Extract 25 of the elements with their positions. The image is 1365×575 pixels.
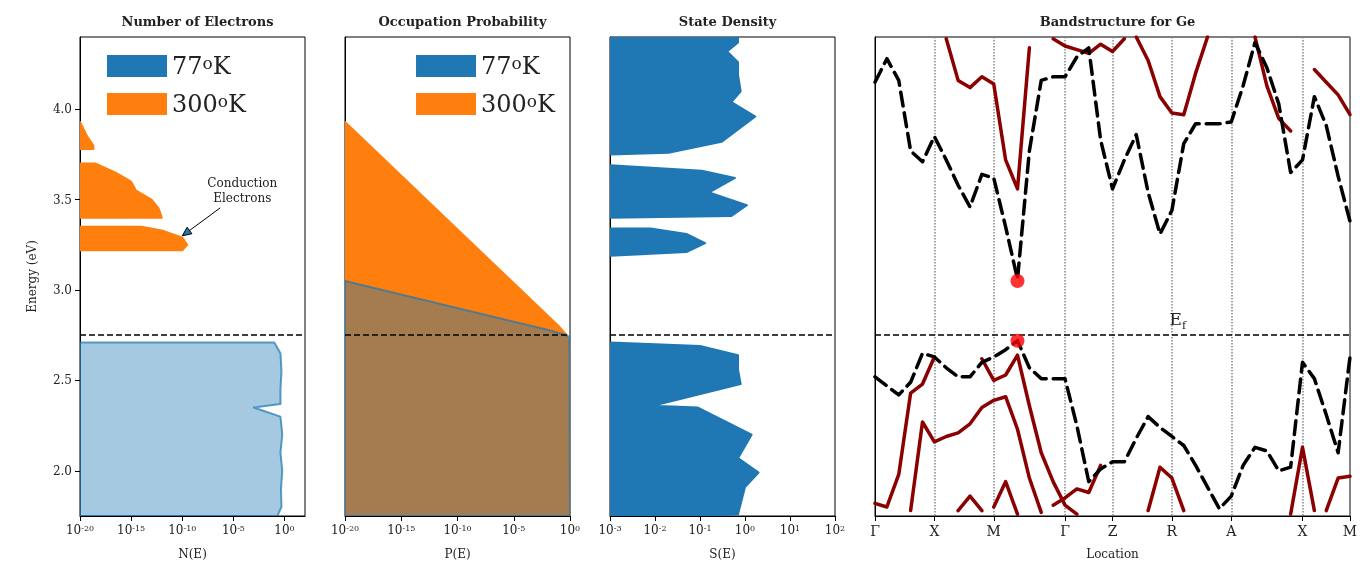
y-tick-label: 2.0 [52, 463, 72, 478]
x-tick-label: Γ [870, 523, 881, 539]
y-tick-label: 3.5 [52, 192, 72, 207]
x-tick-label: Z [1107, 523, 1118, 539]
x-tick-label: Γ [1060, 523, 1071, 539]
chart-title: State Density [678, 14, 777, 29]
x-tick-label: A [1225, 523, 1238, 539]
x-tick-label: M [986, 523, 1001, 539]
chart-title: Bandstructure for Ge [1039, 14, 1196, 29]
x-tick-label: M [1342, 523, 1358, 539]
x-axis-title: P(E) [444, 547, 471, 561]
x-axis-title: S(E) [709, 547, 736, 561]
chart-title: Number of Electrons [121, 14, 274, 29]
y-tick-label: 2.5 [52, 373, 72, 388]
x-tick-label: R [1166, 523, 1178, 539]
x-tick-label: X [1297, 523, 1308, 539]
y-axis-title: Energy (eV) [25, 240, 39, 313]
x-axis-title: Location [1086, 547, 1140, 561]
ref-line-label: E$_{f}$ [1169, 309, 1186, 333]
x-tick-label: X [929, 523, 940, 539]
x-axis-title: N(E) [178, 547, 207, 561]
chart-title: Occupation Probability [378, 14, 547, 29]
annotation: Conduction Electrons [207, 176, 278, 206]
y-tick-label: 4.0 [52, 102, 72, 117]
y-tick-label: 3.0 [52, 283, 72, 298]
